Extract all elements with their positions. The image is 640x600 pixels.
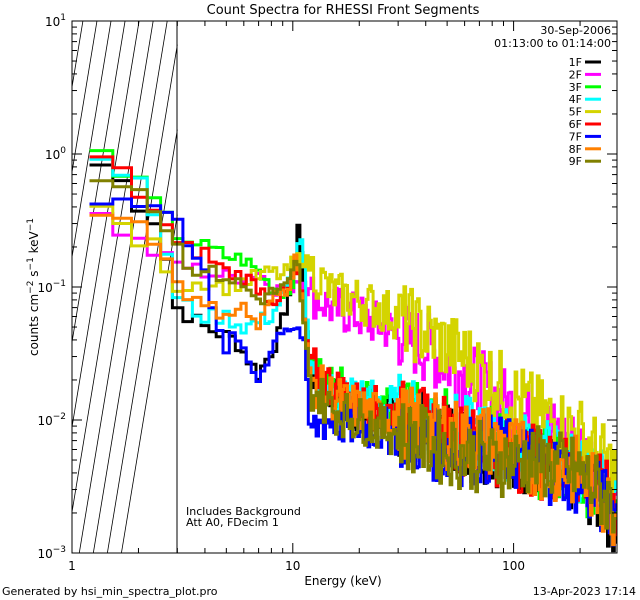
legend-label-4F: 4F [569, 93, 582, 106]
annotation-attenuator: Att A0, FDecim 1 [186, 516, 279, 529]
x-tick-label: 1 [68, 559, 76, 573]
legend-label-9F: 9F [569, 155, 582, 168]
legend-label-3F: 3F [569, 81, 582, 94]
x-axis: 1 10 100 [68, 21, 581, 573]
y-axis-label: counts cm−2 s−1 keV−1 [26, 218, 41, 356]
annotation-background: Includes Background [186, 505, 301, 518]
legend-label-6F: 6F [569, 118, 582, 131]
legend-label-8F: 8F [569, 143, 582, 156]
y-tick-label: 100 [45, 146, 66, 162]
observation-date: 30-Sep-2006 [540, 24, 611, 37]
series-9F [89, 179, 617, 534]
hatch-line [78, 21, 168, 553]
spectra-series [89, 149, 617, 553]
y-tick-label: 10−3 [37, 545, 66, 561]
legend-label-5F: 5F [569, 106, 582, 119]
y-tick-label: 101 [45, 13, 66, 29]
y-tick-label: 10−2 [37, 412, 66, 428]
hatch-line [72, 21, 126, 343]
hatch-line [92, 44, 178, 553]
legend-label-2F: 2F [569, 68, 582, 81]
hatch-line [72, 21, 98, 173]
x-axis-label: Energy (keV) [304, 574, 381, 588]
hatch-line [72, 0, 177, 2]
y-tick-label: 10−1 [37, 279, 66, 295]
hatch-line [121, 214, 178, 553]
x-tick-label: 100 [502, 559, 525, 573]
time-range: 01:13:00 to 01:14:00 [494, 37, 611, 50]
legend-label-7F: 7F [569, 130, 582, 143]
excluded-region-hatch [72, 0, 178, 553]
chart-title: Count Spectra for RHESSI Front Segments [207, 3, 480, 18]
hatch-line [72, 21, 140, 428]
legend-label-1F: 1F [569, 56, 582, 69]
footer-timestamp: 13-Apr-2023 17:14 [533, 585, 636, 598]
hatch-line [72, 21, 154, 513]
x-tick-label: 10 [285, 559, 300, 573]
footer-generated-by: Generated by hsi_min_spectra_plot.pro [2, 585, 218, 598]
